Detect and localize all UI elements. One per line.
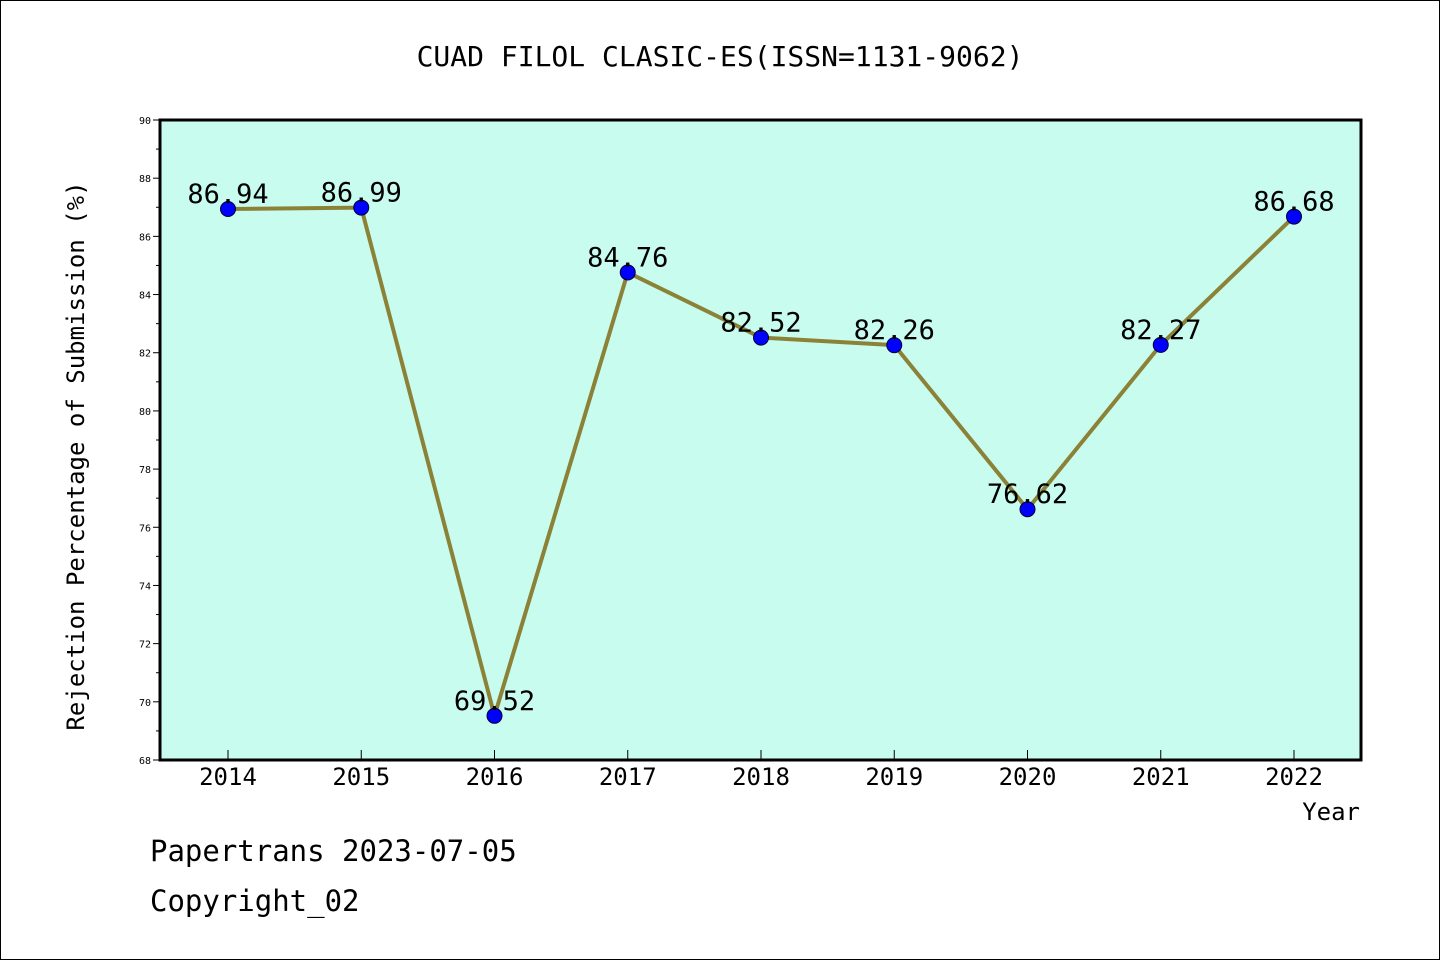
y-tick-label: 86 — [139, 232, 151, 243]
y-tick-label: 76 — [139, 523, 151, 534]
y-tick-label: 78 — [139, 465, 151, 476]
y-tick-label: 82 — [139, 349, 151, 360]
data-point — [220, 201, 236, 218]
x-axis: 2014 2015 2016 2017 2018 2019 2020 2021 2022 — [199, 750, 1323, 791]
x-axis-label: Year — [1302, 798, 1360, 826]
data-label: 69.52 — [454, 686, 535, 717]
data-markers — [220, 199, 1302, 724]
y-axis-label: Rejection Percentage of Submission (%) — [62, 181, 90, 730]
x-tick-label: 2014 — [199, 763, 257, 791]
data-point — [619, 264, 636, 281]
y-axis: 68 70 72 74 76 78 80 82 84 86 88 90 — [139, 116, 160, 767]
data-point — [353, 199, 370, 216]
y-tick-label: 74 — [139, 581, 151, 592]
data-point — [1286, 208, 1302, 225]
data-label: 86.68 — [1253, 187, 1334, 218]
y-tick-label: 88 — [139, 174, 151, 185]
data-label: 84.76 — [587, 242, 668, 273]
data-label: 82.52 — [720, 308, 801, 339]
data-point — [1019, 501, 1036, 518]
x-tick-label: 2019 — [865, 763, 923, 791]
footer-copyright: Copyright_02 — [150, 884, 360, 918]
data-label: 82.26 — [854, 315, 935, 346]
data-point — [1152, 336, 1169, 353]
x-tick-label: 2016 — [466, 763, 524, 791]
y-tick-label: 70 — [139, 698, 151, 709]
data-label: 86.99 — [321, 178, 402, 209]
x-tick-label: 2017 — [599, 763, 657, 791]
y-tick-label: 80 — [139, 407, 151, 418]
data-point — [486, 707, 503, 724]
x-tick-label: 2020 — [999, 763, 1057, 791]
y-tick-label: 84 — [139, 291, 151, 302]
data-point — [886, 337, 903, 354]
data-label: 86.94 — [187, 179, 268, 210]
data-point — [753, 329, 769, 346]
x-tick-label: 2018 — [732, 763, 790, 791]
x-tick-label: 2022 — [1265, 763, 1323, 791]
data-labels: 86.94 86.99 69.52 84.76 82.52 82.26 76.62 82.27… — [187, 178, 1334, 717]
y-tick-label: 68 — [139, 756, 151, 767]
y-tick-label: 72 — [139, 640, 151, 651]
footer-date: Papertrans 2023-07-05 — [150, 834, 517, 868]
y-tick-label: 90 — [139, 116, 151, 127]
x-tick-label: 2015 — [332, 763, 390, 791]
data-label: 82.27 — [1120, 315, 1201, 346]
x-tick-label: 2021 — [1132, 763, 1190, 791]
chart-title: CUAD FILOL CLASIC-ES(ISSN=1131-9062) — [417, 40, 1024, 73]
data-label: 76.62 — [987, 479, 1068, 510]
plot-area — [158, 118, 1363, 762]
